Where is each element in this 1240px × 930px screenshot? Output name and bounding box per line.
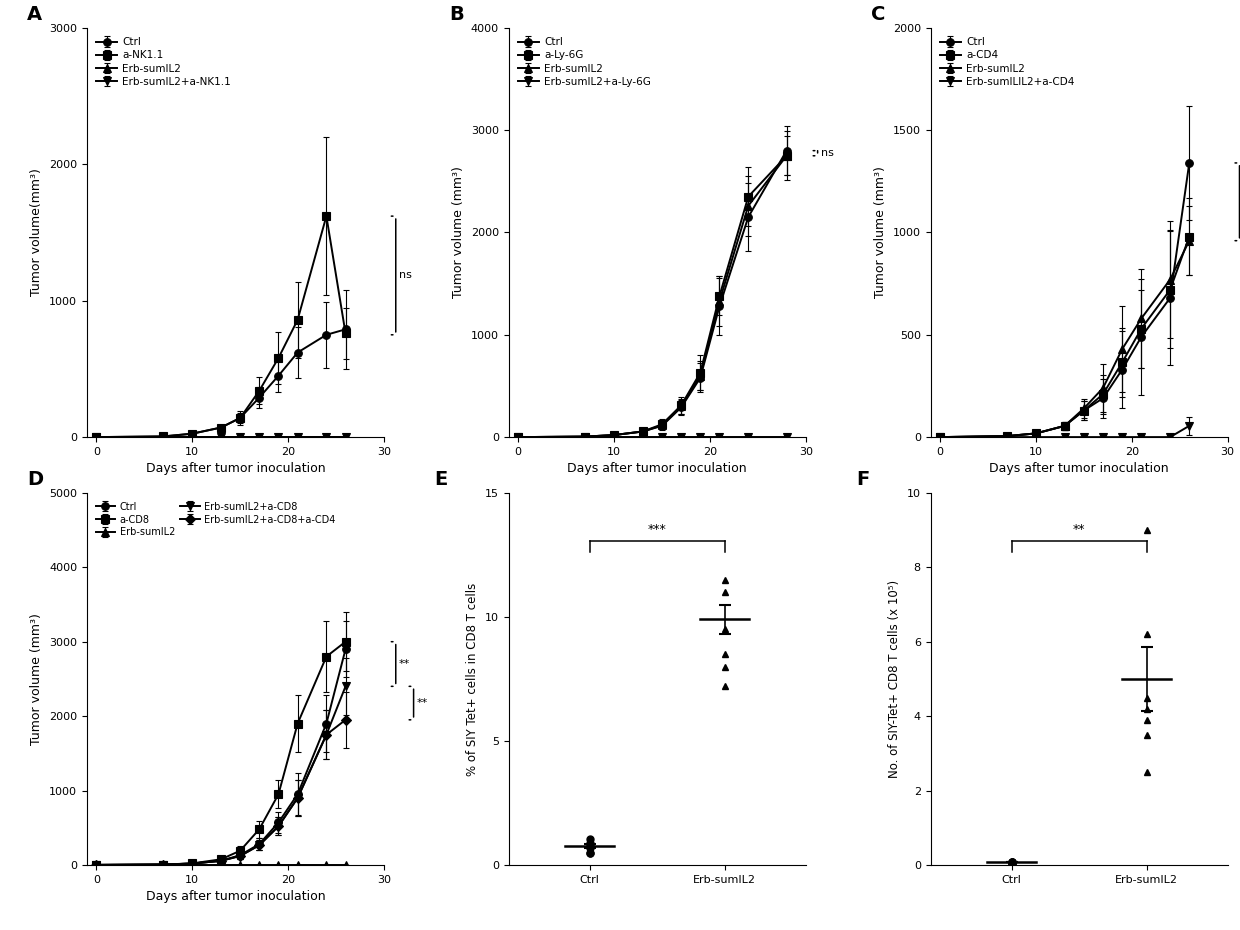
Text: D: D xyxy=(27,471,43,489)
Legend: Ctrl, a-NK1.1, Erb-sumIL2, Erb-sumIL2+a-NK1.1: Ctrl, a-NK1.1, Erb-sumIL2, Erb-sumIL2+a-… xyxy=(92,33,236,91)
X-axis label: Days after tumor inoculation: Days after tumor inoculation xyxy=(568,462,746,475)
Text: B: B xyxy=(449,5,464,24)
Legend: Ctrl, a-CD8, Erb-sumIL2, Erb-sumIL2+a-CD8, Erb-sumIL2+a-CD8+a-CD4: Ctrl, a-CD8, Erb-sumIL2, Erb-sumIL2+a-CD… xyxy=(92,498,340,541)
Legend: Ctrl, a-CD4, Erb-sumIL2, Erb-sumILIL2+a-CD4: Ctrl, a-CD4, Erb-sumIL2, Erb-sumILIL2+a-… xyxy=(936,33,1079,91)
Y-axis label: Tumor volume (mm³): Tumor volume (mm³) xyxy=(874,166,887,299)
Text: C: C xyxy=(872,5,885,24)
Y-axis label: Tumor volume (mm³): Tumor volume (mm³) xyxy=(31,613,43,745)
X-axis label: Days after tumor inoculation: Days after tumor inoculation xyxy=(990,462,1169,475)
Text: ***: *** xyxy=(647,523,667,536)
Y-axis label: Tumor volume(mm³): Tumor volume(mm³) xyxy=(31,168,43,297)
Text: **: ** xyxy=(399,659,410,669)
X-axis label: Days after tumor inoculation: Days after tumor inoculation xyxy=(145,462,325,475)
Text: E: E xyxy=(434,471,448,489)
Text: ns: ns xyxy=(821,148,833,158)
Legend: Ctrl, a-Ly-6G, Erb-sumIL2, Erb-sumIL2+a-Ly-6G: Ctrl, a-Ly-6G, Erb-sumIL2, Erb-sumIL2+a-… xyxy=(513,33,655,91)
Text: ns: ns xyxy=(399,271,412,281)
Y-axis label: Tumor volume (mm³): Tumor volume (mm³) xyxy=(453,166,465,299)
X-axis label: Days after tumor inoculation: Days after tumor inoculation xyxy=(145,890,325,903)
Y-axis label: % of SIY Tet+ cells in CD8 T cells: % of SIY Tet+ cells in CD8 T cells xyxy=(466,582,480,776)
Y-axis label: No. of SIY-Tet+ CD8 T cells (x 10⁵): No. of SIY-Tet+ CD8 T cells (x 10⁵) xyxy=(888,579,901,778)
Text: **: ** xyxy=(417,698,428,708)
Text: A: A xyxy=(27,5,42,24)
Text: **: ** xyxy=(1073,523,1085,536)
Text: F: F xyxy=(857,471,869,489)
